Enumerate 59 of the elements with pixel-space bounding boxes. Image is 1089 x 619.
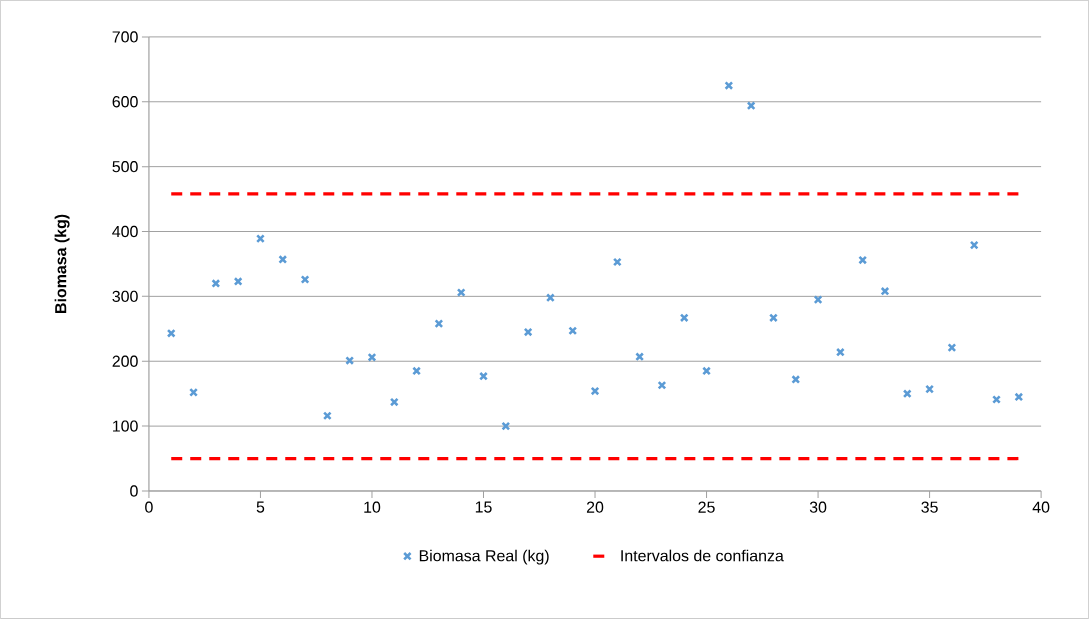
y-tick-label: 500 xyxy=(112,161,138,173)
point xyxy=(746,101,756,111)
point xyxy=(300,275,310,285)
point xyxy=(635,352,645,362)
point xyxy=(835,347,845,357)
point xyxy=(568,326,578,336)
y-tick-label: 300 xyxy=(112,290,138,303)
point xyxy=(189,387,199,397)
x-tick-label: 0 xyxy=(145,501,153,513)
point xyxy=(345,356,355,366)
point xyxy=(702,366,712,376)
x-tick-label: 15 xyxy=(475,501,492,513)
x-tick-label: 5 xyxy=(256,501,265,513)
point xyxy=(590,386,600,396)
point xyxy=(211,278,221,288)
point xyxy=(902,389,912,399)
point xyxy=(278,254,288,264)
point xyxy=(858,255,868,265)
point xyxy=(233,277,243,286)
x-tick-label: 20 xyxy=(586,501,604,513)
x-tick-label: 35 xyxy=(921,501,938,513)
point xyxy=(969,240,979,250)
point xyxy=(992,395,1001,405)
y-tick-label: 0 xyxy=(130,485,138,497)
y-tick-label: 200 xyxy=(112,355,138,367)
point xyxy=(389,397,399,407)
point xyxy=(679,313,689,323)
point xyxy=(255,234,265,244)
y-tick-label: 400 xyxy=(112,225,138,238)
legend-label: Biomasa Real (kg) xyxy=(419,549,549,565)
x-tick-label: 40 xyxy=(1032,501,1050,513)
point xyxy=(322,411,332,421)
y-tick-label: 100 xyxy=(113,420,138,432)
point xyxy=(768,313,778,323)
x-tick-label: 30 xyxy=(809,501,827,513)
y-tick-label: 700 xyxy=(112,31,138,43)
point xyxy=(434,319,444,329)
legend-label: Intervalos de confianza xyxy=(621,549,784,562)
y-axis-title: Biomasa (kg) xyxy=(54,214,70,313)
point xyxy=(612,257,622,267)
point xyxy=(412,366,422,376)
y-tick-label: 600 xyxy=(112,96,138,108)
point xyxy=(813,295,823,305)
x-tick-label: 25 xyxy=(698,501,715,513)
point xyxy=(791,374,801,384)
point xyxy=(456,288,466,298)
point xyxy=(657,380,667,390)
point xyxy=(523,327,533,337)
point xyxy=(1014,392,1024,402)
point xyxy=(925,384,935,394)
point xyxy=(166,328,176,338)
x-tick-label: 10 xyxy=(364,501,381,513)
point xyxy=(367,352,377,362)
point xyxy=(479,371,488,381)
point xyxy=(947,343,957,353)
point xyxy=(880,286,890,296)
point xyxy=(724,81,734,91)
point xyxy=(545,293,555,303)
point xyxy=(501,421,511,431)
